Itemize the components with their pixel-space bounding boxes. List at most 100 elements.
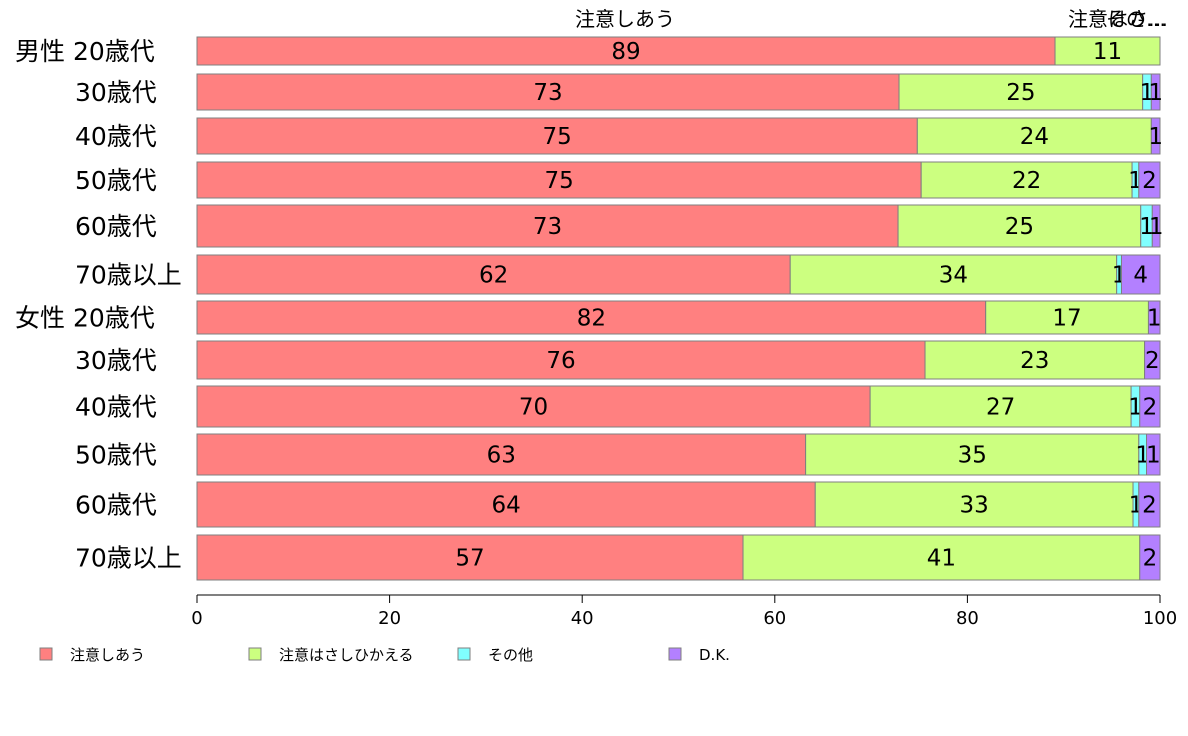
legend-label: 注意しあう <box>70 646 145 664</box>
series-top-label: 注意はさ… <box>1068 7 1168 31</box>
bar-segment <box>196 161 922 199</box>
bar-segment <box>196 36 1056 66</box>
x-axis: 0 20 40 60 80 100 <box>191 594 1177 629</box>
data-label: 76 <box>546 348 575 374</box>
data-label: 89 <box>611 39 640 65</box>
bar-segment <box>1054 36 1161 66</box>
bar-segment <box>869 385 1132 428</box>
data-label: 75 <box>544 168 573 194</box>
data-label: 1 <box>1148 124 1163 150</box>
data-label: 64 <box>491 493 520 519</box>
bar-segment <box>196 204 899 248</box>
series-top-label: その… <box>1106 7 1166 31</box>
bar-segment <box>196 534 744 581</box>
bar-segment <box>1147 300 1161 335</box>
data-label: 4 <box>1133 263 1148 289</box>
category-label: 50歳代 <box>75 441 157 470</box>
bar-segment <box>1150 117 1161 155</box>
data-label: 75 <box>543 124 572 150</box>
data-label: 41 <box>927 546 956 572</box>
data-label: 82 <box>577 306 606 332</box>
bar-segment <box>814 481 1134 528</box>
x-tick-label: 0 <box>191 608 202 629</box>
data-label: 25 <box>1005 214 1034 240</box>
category-label: 30歳代 <box>75 346 157 375</box>
bar-segment <box>1146 433 1161 476</box>
bar-segment <box>1120 254 1161 295</box>
data-label: 2 <box>1143 395 1158 421</box>
data-label: 11 <box>1093 39 1122 65</box>
bar-segment <box>898 73 1144 111</box>
category-label: 女性 20歳代 <box>15 304 155 333</box>
data-label: 57 <box>455 546 484 572</box>
bar-segment <box>196 340 926 380</box>
data-label: 24 <box>1020 124 1049 150</box>
data-label: 35 <box>958 443 987 469</box>
data-label: 62 <box>479 263 508 289</box>
bar-segment <box>789 254 1118 295</box>
legend-swatch <box>248 647 262 661</box>
category-label: 50歳代 <box>75 166 157 195</box>
data-label: 1 <box>1140 80 1155 106</box>
bar-segment <box>1151 204 1161 248</box>
category-label: 70歳以上 <box>75 261 182 290</box>
data-label: 23 <box>1020 348 1049 374</box>
bar-segment <box>916 117 1152 155</box>
category-label: 男性 20歳代 <box>15 37 155 66</box>
bar-segment <box>1139 534 1161 581</box>
data-label: 22 <box>1012 168 1041 194</box>
x-tick-label: 40 <box>571 608 594 629</box>
bar-segment <box>920 161 1133 199</box>
bar-segment <box>985 300 1149 335</box>
legend-swatch <box>668 647 682 661</box>
data-label: 2 <box>1145 348 1160 374</box>
bar-segment <box>196 117 918 155</box>
data-label: 17 <box>1052 306 1081 332</box>
data-label: 1 <box>1149 214 1164 240</box>
bar-segment <box>1150 73 1161 111</box>
category-label: 70歳以上 <box>75 544 182 573</box>
data-label: 25 <box>1006 80 1035 106</box>
data-label: 1 <box>1139 214 1154 240</box>
data-label: 2 <box>1142 493 1157 519</box>
category-label: 60歳代 <box>75 491 157 520</box>
bar-segment <box>742 534 1141 581</box>
bar-segment <box>196 433 807 476</box>
legend: 注意しあう 注意はさしひかえる その他 D.K. <box>39 646 730 664</box>
data-label: 27 <box>986 395 1015 421</box>
x-tick-label: 80 <box>956 608 979 629</box>
data-label: 70 <box>519 395 548 421</box>
data-label: 2 <box>1143 546 1158 572</box>
legend-swatch <box>39 647 53 661</box>
data-label: 1 <box>1148 80 1163 106</box>
category-label: 40歳代 <box>75 122 157 151</box>
bar-segment <box>1139 385 1161 428</box>
series-top-label: 注意しあう <box>575 7 675 31</box>
data-label: 34 <box>939 263 968 289</box>
bar-segment <box>196 300 987 335</box>
data-label: 1 <box>1128 395 1143 421</box>
bar-segment <box>897 204 1142 248</box>
data-label: 1 <box>1146 443 1161 469</box>
data-label: 2 <box>1142 168 1157 194</box>
top-series-labels: 注意しあう 注意はさ…その… <box>575 7 1168 31</box>
category-label: 40歳代 <box>75 393 157 422</box>
legend-label: その他 <box>488 646 533 664</box>
data-label: 73 <box>533 80 562 106</box>
x-tick-label: 20 <box>378 608 401 629</box>
data-label: 63 <box>487 443 516 469</box>
legend-swatch <box>457 647 471 661</box>
data-label: 33 <box>960 493 989 519</box>
bar-segment <box>924 340 1146 380</box>
category-label: 60歳代 <box>75 212 157 241</box>
bar-segment <box>196 481 816 528</box>
bar-segment <box>1138 481 1161 528</box>
legend-label: D.K. <box>699 646 730 664</box>
bar-segment <box>196 73 900 111</box>
category-label: 30歳代 <box>75 78 157 107</box>
data-label: 1 <box>1147 306 1162 332</box>
bar-segment <box>1138 161 1161 199</box>
